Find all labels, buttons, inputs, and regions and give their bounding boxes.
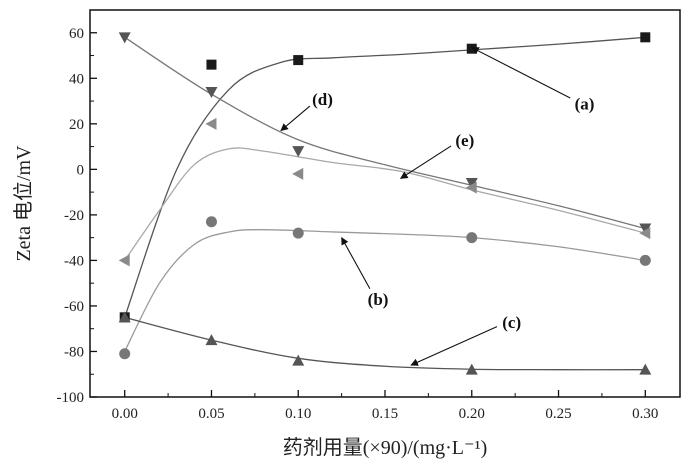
fit-curve-series-4	[124, 147, 646, 261]
y-tick-label: -20	[64, 208, 84, 224]
data-point-series-4	[465, 181, 477, 194]
x-axis: 0.00 0.05 0.10 0.15 0.20 0.25 0.30	[112, 390, 658, 422]
data-point-series-3	[639, 223, 652, 235]
plot-frame	[89, 9, 681, 398]
data-markers	[118, 32, 652, 375]
annotation-arrow	[410, 326, 498, 366]
y-tick-label: -80	[64, 344, 84, 360]
fit-curve-series-0	[124, 36, 646, 318]
y-tick-label: 0	[77, 162, 85, 178]
y-tick-label: -100	[57, 390, 85, 406]
data-point-series-2	[205, 334, 218, 346]
y-tick-label: -60	[64, 299, 84, 315]
annotation-label: (a)	[575, 94, 595, 113]
data-point-series-2	[292, 354, 305, 366]
data-point-series-3	[205, 86, 218, 98]
data-point-series-4	[118, 254, 130, 267]
x-tick-label: 0.30	[632, 406, 658, 422]
y-axis-title: Zeta 电位/mV	[12, 145, 35, 262]
data-point-series-3	[465, 178, 478, 190]
x-tick-label: 0.00	[112, 406, 138, 422]
fit-curve-series-1	[124, 229, 646, 352]
data-point-series-4	[639, 227, 651, 240]
data-point-series-1	[466, 232, 478, 244]
y-axis: -100 -80 -60 -40 -20 0 20 40 60	[57, 26, 97, 406]
data-point-series-0	[293, 55, 304, 66]
y-tick-label: 20	[69, 117, 84, 133]
data-point-series-4	[292, 167, 304, 180]
y-tick-label: 60	[69, 26, 84, 42]
annotation-label: (e)	[455, 131, 474, 150]
x-axis-title: 药剂用量(×90)/(mg·L⁻¹)	[283, 436, 487, 459]
data-point-series-2	[118, 311, 131, 323]
data-point-series-2	[465, 363, 478, 375]
annotation-label: (b)	[368, 290, 389, 309]
x-tick-label: 0.15	[372, 406, 398, 422]
data-point-series-1	[292, 227, 304, 239]
data-point-series-3	[118, 32, 131, 44]
y-tick-label: 40	[69, 71, 84, 87]
x-tick-label: 0.10	[285, 406, 311, 422]
y-tick-label: -40	[64, 253, 84, 269]
fit-curve-series-2	[124, 316, 646, 371]
data-point-series-0	[466, 43, 477, 54]
data-point-series-1	[205, 216, 217, 228]
data-point-series-2	[639, 363, 652, 375]
annotation-arrow	[341, 236, 371, 290]
annotation-arrow	[399, 145, 452, 179]
fit-curve-series-3	[124, 36, 646, 230]
x-tick-label: 0.05	[198, 406, 224, 422]
x-tick-label: 0.20	[459, 406, 485, 422]
data-point-series-0	[206, 59, 217, 70]
annotation-label: (d)	[312, 90, 333, 109]
fit-curves	[124, 36, 646, 371]
data-point-series-4	[205, 117, 217, 130]
x-tick-label: 0.25	[545, 406, 571, 422]
annotations: (a) (b) (c) (d) (e)	[280, 47, 595, 366]
annotation-label: (c)	[502, 313, 521, 332]
data-point-series-1	[639, 254, 651, 266]
annotation-arrow	[280, 105, 311, 132]
annotation-arrow	[471, 47, 571, 99]
data-point-series-3	[292, 146, 305, 158]
data-point-series-1	[119, 348, 131, 360]
data-point-series-0	[640, 32, 651, 43]
